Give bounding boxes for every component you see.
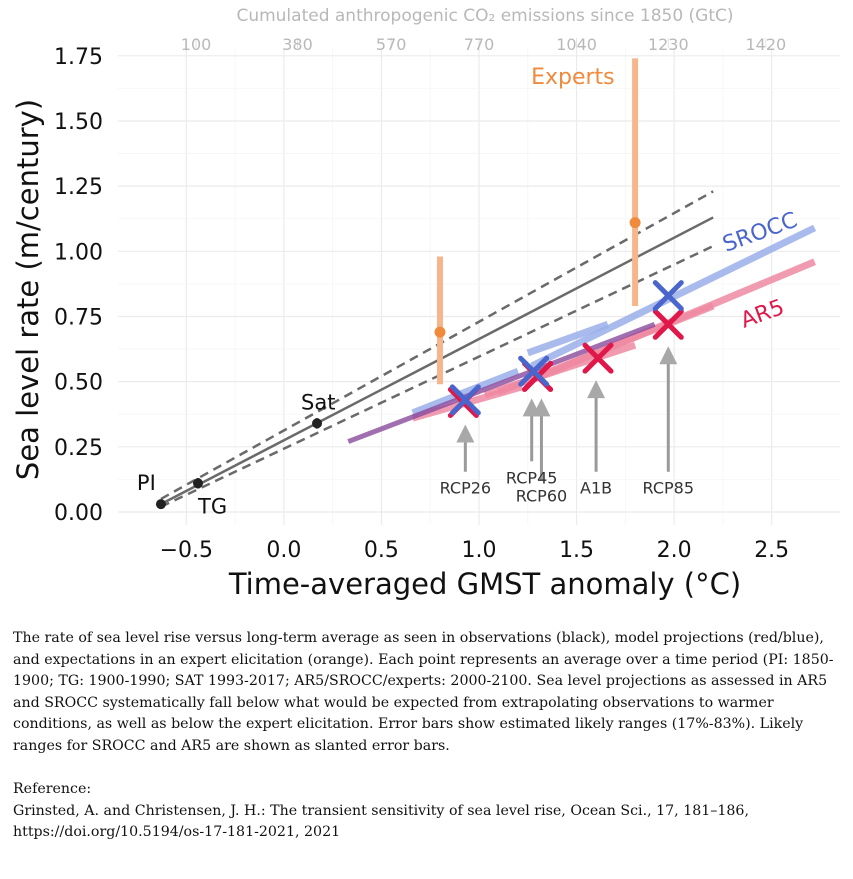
x-tick-label: −0.5 xyxy=(160,538,213,563)
srocc-likely-range xyxy=(411,367,520,417)
srocc-marker xyxy=(652,280,684,312)
srocc-marker-stroke xyxy=(449,384,481,416)
top-axis-tick-label: 1230 xyxy=(648,35,689,54)
expert-point xyxy=(629,217,641,229)
y-tick-label: 1.00 xyxy=(54,240,103,265)
ar5-label: AR5 xyxy=(738,295,788,334)
y-tick-label: 1.25 xyxy=(54,175,103,200)
experts-label: Experts xyxy=(531,65,615,90)
observation-point xyxy=(312,418,323,429)
expert-point xyxy=(434,326,446,338)
y-tick-label: 1.75 xyxy=(54,45,103,70)
scenario-label: RCP60 xyxy=(516,487,568,506)
ar5-marker xyxy=(652,308,684,340)
top-axis-tick-label: 570 xyxy=(376,35,407,54)
sea-level-chart: RCP26 RCP45 RCP60 A1B RCP85 −0.5 0.0 0.5 1.0 1.5 2… xyxy=(11,6,840,601)
scenario-arrow-head xyxy=(659,346,678,365)
observation-label: Sat xyxy=(301,390,335,414)
overlapping-likely-range xyxy=(347,321,656,444)
y-tick-label: 0.75 xyxy=(54,305,103,330)
srocc-marker xyxy=(518,355,550,387)
x-tick-label: 1.0 xyxy=(462,538,497,563)
top-axis-tick-label: 1040 xyxy=(556,35,597,54)
srocc-marker-stroke xyxy=(652,280,684,312)
observation-label: TG xyxy=(197,494,227,518)
y-axis-title: Sea level rate (m/century) xyxy=(11,99,45,480)
y-tick-label: 0.25 xyxy=(54,436,103,461)
y-tick-label: 1.50 xyxy=(54,110,103,135)
observation-point xyxy=(155,499,166,510)
y-tick-label: 0.50 xyxy=(54,371,103,396)
reference-text: Grinsted, A. and Christensen, J. H.: The… xyxy=(13,802,749,841)
top-axis-tick-label: 1420 xyxy=(745,35,786,54)
x-tick-label: 2.0 xyxy=(657,538,692,563)
observation-point xyxy=(193,478,204,489)
observation-label: PI xyxy=(137,471,156,495)
x-tick-label: 0.5 xyxy=(364,538,399,563)
top-axis-tick-label: 770 xyxy=(464,35,495,54)
top-axis-title: Cumulated anthropogenic CO₂ emissions si… xyxy=(236,6,733,26)
figure-caption: The rate of sea level rise versus long-t… xyxy=(13,628,843,844)
srocc-label: SROCC xyxy=(720,208,801,258)
scenario-arrow-head xyxy=(532,398,551,417)
srocc-likely-range xyxy=(526,321,609,357)
scenario-arrow-head xyxy=(587,380,606,399)
scenario-arrow-head xyxy=(456,424,475,443)
ar5-marker-stroke xyxy=(652,308,684,340)
x-axis-title: Time-averaged GMST anomaly (°C) xyxy=(228,567,741,601)
ar5-marker xyxy=(582,342,614,374)
scenario-label: RCP26 xyxy=(440,479,492,498)
x-tick-label: 2.5 xyxy=(754,538,789,563)
caption-text: The rate of sea level rise versus long-t… xyxy=(13,630,834,754)
scenario-label: A1B xyxy=(580,479,612,498)
srocc-likely-range xyxy=(530,224,817,370)
reference-heading: Reference: xyxy=(13,781,92,798)
top-axis-tick-label: 380 xyxy=(282,35,313,54)
x-tick-label: 1.5 xyxy=(559,538,594,563)
srocc-marker-stroke xyxy=(518,355,550,387)
scenario-label: RCP85 xyxy=(643,479,695,498)
x-tick-label: 0.0 xyxy=(266,538,301,563)
y-tick-label: 0.00 xyxy=(54,501,103,526)
ar5-marker-stroke xyxy=(582,342,614,374)
scenario-label: RCP45 xyxy=(506,468,558,487)
srocc-marker xyxy=(449,384,481,416)
top-axis-tick-label: 100 xyxy=(181,35,212,54)
